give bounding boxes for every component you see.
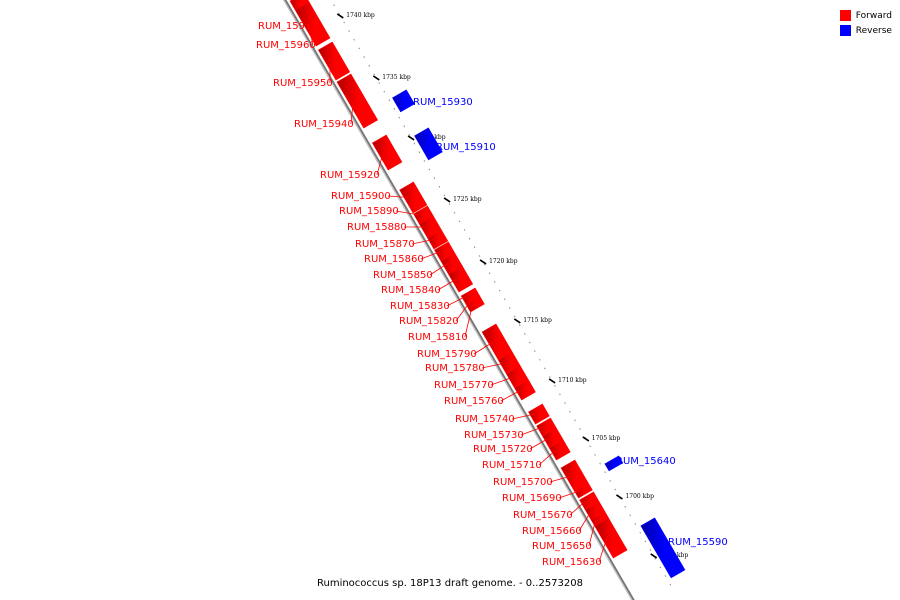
strand-legend: Forward Reverse bbox=[839, 8, 892, 38]
gene-rum-15590[interactable]: RUM_15590 bbox=[640, 517, 728, 579]
tick-label: 1715 kbp bbox=[523, 317, 552, 324]
gene-label[interactable]: RUM_15930 bbox=[413, 97, 473, 108]
gene-rum-15890[interactable]: RUM_15890 bbox=[339, 205, 434, 225]
gene-rum-15940[interactable]: RUM_15940 bbox=[294, 73, 379, 130]
gene-label[interactable]: RUM_15670 bbox=[513, 510, 573, 521]
gene-label[interactable]: RUM_15820 bbox=[399, 316, 459, 327]
tick-mark bbox=[479, 259, 487, 265]
genome-axis-line bbox=[283, 0, 635, 600]
gene-rum-15920[interactable]: RUM_15920 bbox=[320, 134, 403, 181]
gene-rum-15960[interactable]: RUM_15960 bbox=[256, 1, 331, 51]
gene-label[interactable]: RUM_15790 bbox=[417, 349, 477, 360]
gene-rum-15740[interactable]: RUM_15740 bbox=[455, 403, 550, 425]
gene-rum-15690[interactable]: RUM_15690 bbox=[502, 483, 593, 504]
gene-label[interactable]: RUM_15660 bbox=[522, 526, 582, 537]
gene-rum-15950[interactable]: RUM_15950 bbox=[273, 41, 351, 89]
tick-mark bbox=[548, 378, 556, 384]
gene-label[interactable]: RUM_15910 bbox=[436, 142, 496, 153]
gene-label[interactable]: RUM_15840 bbox=[381, 285, 441, 296]
tick-mark bbox=[616, 494, 623, 500]
gene-label[interactable]: RUM_15640 bbox=[616, 456, 676, 467]
tick-mark bbox=[407, 135, 415, 141]
gene-rum-15630[interactable]: RUM_15630 bbox=[542, 517, 628, 568]
legend-forward-label: Forward bbox=[855, 10, 892, 21]
gene-rum-15760[interactable]: RUM_15760 bbox=[444, 379, 536, 407]
gene-label[interactable]: RUM_15940 bbox=[294, 119, 354, 130]
gene-label[interactable]: RUM_15650 bbox=[532, 541, 592, 552]
tick-label: 1720 kbp bbox=[489, 258, 518, 265]
gene-label[interactable]: RUM_15770 bbox=[434, 380, 494, 391]
legend-item-reverse: Reverse bbox=[839, 23, 892, 38]
gene-rum-15860[interactable]: RUM_15860 bbox=[364, 241, 456, 265]
gene-rum-15930[interactable]: RUM_15930 bbox=[392, 89, 473, 113]
gene-label[interactable]: RUM_15830 bbox=[390, 301, 450, 312]
gene-label[interactable]: RUM_15880 bbox=[347, 222, 407, 233]
gene-rum-15880[interactable]: RUM_15880 bbox=[347, 215, 442, 239]
gene-label[interactable]: RUM_15740 bbox=[455, 414, 515, 425]
gene-label[interactable]: RUM_15900 bbox=[331, 191, 391, 202]
gene-label[interactable]: RUM_15970 bbox=[258, 21, 318, 32]
tick-label: 1740 kbp bbox=[346, 12, 375, 19]
legend-reverse-label: Reverse bbox=[855, 25, 892, 36]
gene-label[interactable]: RUM_15810 bbox=[408, 332, 468, 343]
gene-rum-15710[interactable]: RUM_15710 bbox=[482, 439, 571, 471]
tick-label: 1700 kbp bbox=[625, 493, 654, 500]
tick-label: 1735 kbp bbox=[382, 74, 411, 81]
tick-label: 1710 kbp bbox=[558, 377, 587, 384]
gene-label[interactable]: RUM_15780 bbox=[425, 363, 485, 374]
gene-label[interactable]: RUM_15920 bbox=[320, 170, 380, 181]
gene-label[interactable]: RUM_15630 bbox=[542, 557, 602, 568]
gene-label[interactable]: RUM_15590 bbox=[668, 537, 728, 548]
tick-label: 1705 kbp bbox=[592, 435, 621, 442]
reverse-swatch bbox=[839, 25, 851, 36]
genome-caption: Ruminococcus sp. 18P13 draft genome. - 0… bbox=[316, 578, 583, 589]
gene-rum-15910[interactable]: RUM_15910 bbox=[414, 127, 496, 161]
gene-rum-15900[interactable]: RUM_15900 bbox=[331, 181, 428, 214]
gene-label[interactable]: RUM_15710 bbox=[482, 460, 542, 471]
gene-label[interactable]: RUM_15870 bbox=[355, 239, 415, 250]
gene-rum-15840[interactable]: RUM_15840 bbox=[381, 265, 474, 296]
forward-swatch bbox=[839, 10, 851, 21]
gene-rum-15870[interactable]: RUM_15870 bbox=[355, 229, 449, 250]
legend-item-forward: Forward bbox=[839, 8, 892, 23]
tick-mark bbox=[372, 75, 380, 81]
gene-label[interactable]: RUM_15760 bbox=[444, 396, 504, 407]
gene-label[interactable]: RUM_15860 bbox=[364, 254, 424, 265]
tick-mark bbox=[443, 197, 451, 203]
tick-label: 1725 kbp bbox=[453, 196, 482, 203]
tick-mark bbox=[650, 553, 658, 559]
gene-label[interactable]: RUM_15950 bbox=[273, 78, 333, 89]
gene-label[interactable]: RUM_15890 bbox=[339, 206, 399, 217]
gene-rum-15730[interactable]: RUM_15730 bbox=[464, 417, 557, 441]
gene-rum-15790[interactable]: RUM_15790 bbox=[417, 323, 513, 361]
gene-label[interactable]: RUM_15700 bbox=[493, 477, 553, 488]
gene-label[interactable]: RUM_15720 bbox=[473, 444, 533, 455]
tick-mark bbox=[513, 318, 521, 324]
gene-label[interactable]: RUM_15960 bbox=[256, 40, 316, 51]
tick-mark bbox=[336, 13, 344, 19]
tick-mark bbox=[582, 436, 590, 442]
gene-label[interactable]: RUM_15730 bbox=[464, 430, 524, 441]
scale-dotted-line bbox=[330, 0, 676, 593]
gene-label[interactable]: RUM_15690 bbox=[502, 493, 562, 504]
gene-rum-15810[interactable]: RUM_15810 bbox=[408, 299, 485, 343]
gene-label[interactable]: RUM_15850 bbox=[373, 270, 433, 281]
gene-rum-15640[interactable]: RUM_15640 bbox=[604, 455, 676, 472]
